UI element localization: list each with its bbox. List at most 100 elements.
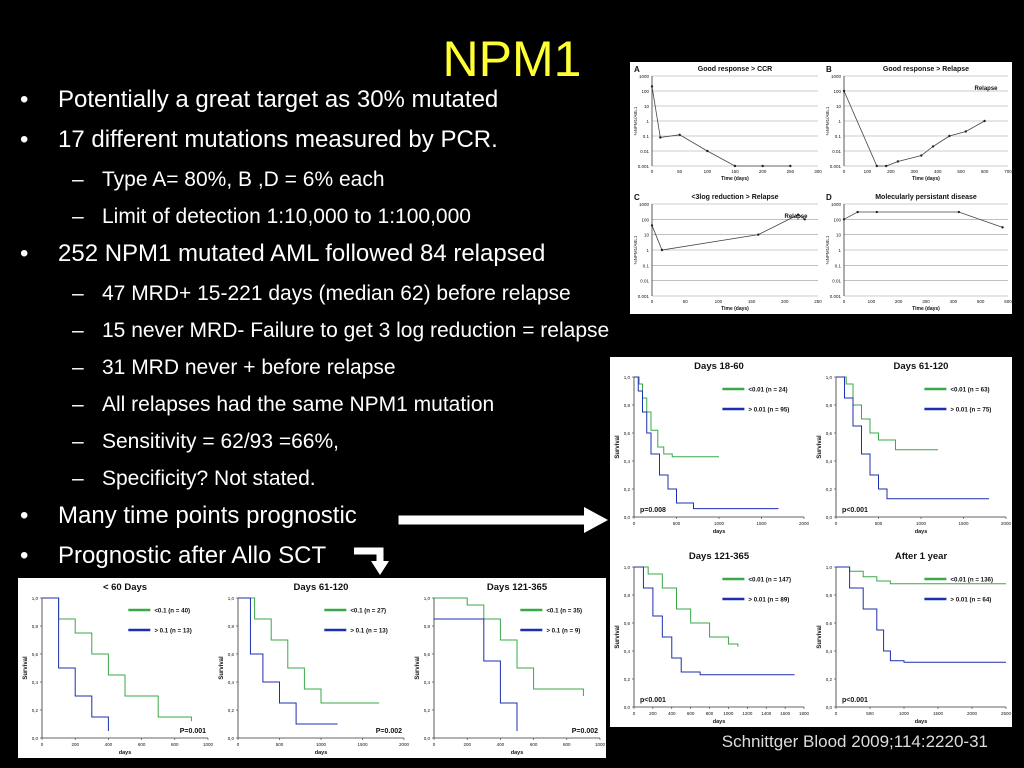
x-tick-label: 2000 xyxy=(967,711,978,716)
km-title: Days 121-365 xyxy=(689,551,750,562)
y-axis-label: Survival xyxy=(817,625,823,649)
data-point xyxy=(948,134,951,138)
y-axis-label: Survival xyxy=(615,625,621,649)
x-axis-label: days xyxy=(713,529,726,535)
data-point xyxy=(842,218,846,221)
km-title: Days 18-60 xyxy=(694,361,744,372)
km-curve-blue xyxy=(836,566,1006,663)
sub-bullet-item: – All relapses had the same NPM1 mutation xyxy=(20,387,680,424)
bullet-marker: • xyxy=(20,502,29,529)
km-panel: Days 121-365 0,0 0,2 0,4 0,6 0,8 1,0 0 200 400 600… xyxy=(615,551,810,725)
y-tick-label: 1,0 xyxy=(32,596,39,601)
x-axis-label: days xyxy=(915,719,928,725)
data-point xyxy=(931,145,935,148)
data-point xyxy=(920,154,923,157)
bent-down-arrow-icon xyxy=(354,547,389,575)
y-tick-label: 0,6 xyxy=(32,652,39,657)
p-value: p<0.001 xyxy=(842,507,868,514)
x-tick-label: 600 xyxy=(1004,299,1012,304)
y-axis-label: Survival xyxy=(415,656,421,680)
bullet-text: Many time points prognostic xyxy=(58,502,357,529)
legend-label: > 0.01 (n = 64) xyxy=(950,597,991,604)
sub-bullet-item: – Limit of detection 1:10,000 to 1:100,00… xyxy=(20,199,680,236)
y-tick-label: 10 xyxy=(644,104,650,109)
x-tick-label: 1500 xyxy=(933,711,944,716)
y-axis-label: Survival xyxy=(817,435,823,459)
legend-label: <0.1 (n = 35) xyxy=(546,608,582,615)
x-tick-label: 400 xyxy=(934,169,942,174)
dash-marker: – xyxy=(72,282,84,305)
mrd-panel-D: D Molecularly persistant disease100010010… xyxy=(825,193,1012,312)
y-tick-label: 0.01 xyxy=(640,149,649,154)
km-curve-blue xyxy=(634,376,779,510)
y-tick-label: 0.1 xyxy=(643,134,650,139)
y-tick-label: 0,0 xyxy=(228,736,235,741)
bullet-text: 47 MRD+ 15-221 days (median 62) before r… xyxy=(102,282,571,305)
km-curve-green xyxy=(42,597,192,722)
y-tick-label: 1000 xyxy=(639,74,650,79)
km-timepoint-figure: Days 18-60 0,0 0,2 0,4 0,6 0,8 1,0 0 500 1000 1500… xyxy=(610,357,1012,727)
x-tick-label: 250 xyxy=(787,169,795,174)
mrd-line xyxy=(651,214,805,251)
y-tick-label: 0,2 xyxy=(624,487,631,492)
y-tick-label: 1 xyxy=(646,248,649,253)
y-axis-label: Survival xyxy=(219,656,225,680)
x-tick-label: 100 xyxy=(864,169,872,174)
bullet-marker: • xyxy=(20,542,29,569)
x-tick-label: 200 xyxy=(759,169,767,174)
x-tick-label: 500 xyxy=(977,299,985,304)
km-panel: Days 61-120 0,0 0,2 0,4 0,6 0,8 1,0 0 500 1000 150… xyxy=(219,582,410,756)
y-tick-label: 1,0 xyxy=(826,565,833,570)
y-tick-label: 0,4 xyxy=(228,680,235,685)
y-axis-label: Survival xyxy=(615,435,621,459)
x-axis-label: days xyxy=(915,529,928,535)
dash-marker: – xyxy=(72,205,84,228)
data-point xyxy=(875,164,878,168)
bullet-item: • Prognostic after Allo SCT xyxy=(20,538,680,578)
x-tick-label: 1800 xyxy=(799,711,810,716)
data-point xyxy=(856,210,859,214)
y-tick-label: 0.001 xyxy=(638,164,650,169)
data-point xyxy=(650,224,654,227)
legend-label: <0.1 (n = 40) xyxy=(154,608,190,615)
x-tick-label: 1000 xyxy=(714,521,725,526)
data-point xyxy=(964,130,968,133)
x-tick-label: 1200 xyxy=(742,711,753,716)
km-panel: After 1 year 0,0 0,2 0,4 0,6 0,8 1,0 0 500 1000 15… xyxy=(817,551,1012,725)
bullet-text: Sensitivity = 62/93 =66%, xyxy=(102,430,339,453)
legend-label: <0.01 (n = 147) xyxy=(748,577,791,584)
relapse-annotation: Relapse xyxy=(784,214,808,220)
bullet-item: • Potentially a great target as 30% mutat… xyxy=(20,82,680,122)
y-tick-label: 10 xyxy=(836,233,842,238)
bullet-marker: • xyxy=(20,240,29,267)
y-tick-label: 1 xyxy=(646,119,649,124)
y-tick-label: 0,2 xyxy=(826,487,833,492)
km-curve-blue xyxy=(634,566,795,676)
x-tick-label: 1000 xyxy=(316,742,327,747)
x-tick-label: 200 xyxy=(649,711,657,716)
y-tick-label: 0,6 xyxy=(826,431,833,436)
km-curve-green xyxy=(634,566,739,647)
p-value: P=0.002 xyxy=(572,728,598,735)
y-tick-label: 1 xyxy=(838,119,841,124)
x-tick-label: 0 xyxy=(835,711,838,716)
x-tick-label: 50 xyxy=(677,169,683,174)
y-tick-label: 1,0 xyxy=(424,596,431,601)
km-title: Days 121-365 xyxy=(487,582,548,593)
x-tick-label: 200 xyxy=(463,742,471,747)
y-tick-label: 1000 xyxy=(831,74,842,79)
y-tick-label: 0.01 xyxy=(640,279,649,284)
y-axis-label: %NPM1/ABL1 xyxy=(825,235,830,264)
y-tick-label: 0,4 xyxy=(32,680,39,685)
x-tick-label: 800 xyxy=(563,742,571,747)
x-tick-label: 500 xyxy=(875,521,883,526)
panel-title: Molecularly persistant disease xyxy=(875,194,977,201)
x-tick-label: 0 xyxy=(651,169,654,174)
km-panel: Days 18-60 0,0 0,2 0,4 0,6 0,8 1,0 0 500 1000 1500… xyxy=(615,361,810,535)
bullet-item: • 252 NPM1 mutated AML followed 84 relaps… xyxy=(20,236,680,276)
panel-letter: A xyxy=(634,65,640,74)
panel-letter: B xyxy=(826,65,832,74)
x-tick-label: 1000 xyxy=(595,742,606,747)
legend-label: <0.01 (n = 63) xyxy=(950,387,989,394)
y-tick-label: 0,4 xyxy=(624,649,631,654)
